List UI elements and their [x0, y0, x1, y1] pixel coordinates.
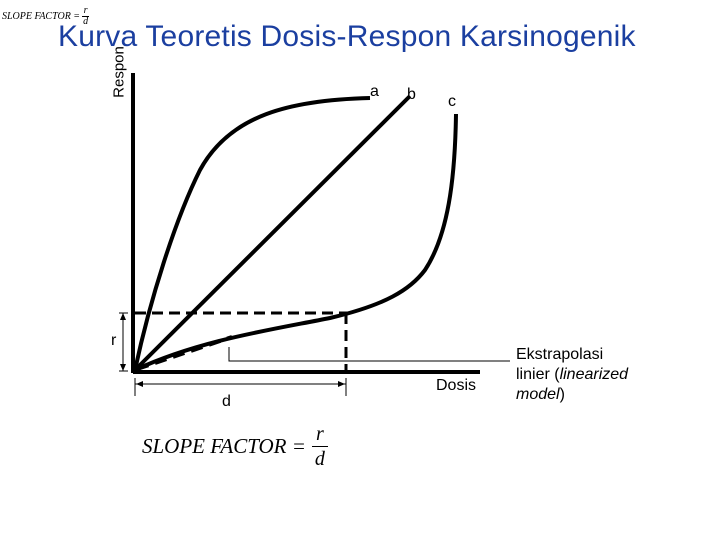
annotation-line-2-italic: linearized	[559, 366, 629, 383]
slope-formula-denominator: d	[311, 446, 328, 469]
annotation-line-3-suffix: )	[559, 386, 565, 403]
annotation-line-2-prefix: linier (	[516, 366, 560, 383]
curve-b-label: b	[407, 86, 416, 103]
slope-formula-text: SLOPE FACTOR =	[142, 434, 306, 458]
linear-extrapolation-line	[136, 335, 233, 371]
curve-c-label: c	[448, 93, 456, 110]
r-arrow-top-icon	[120, 313, 126, 320]
corner-formula-denominator: d	[82, 16, 90, 27]
corner-slope-formula: SLOPE FACTOR = r d	[2, 5, 90, 27]
r-label: r	[111, 332, 117, 349]
corner-formula-text: SLOPE FACTOR =	[2, 11, 81, 22]
annotation-line-3-italic: model	[516, 386, 560, 403]
slope-formula-numerator: r	[316, 423, 324, 445]
curve-a-label: a	[370, 83, 379, 100]
linear-extrapolation-annotation: Ekstrapolasi linier (linearized model)	[516, 345, 628, 405]
corner-formula-fraction: r d	[82, 5, 90, 27]
curve-b	[133, 94, 412, 372]
slope-formula-fraction: r d	[311, 423, 328, 469]
d-arrow-left-icon	[136, 381, 143, 387]
page-title: Kurva Teoretis Dosis-Respon Karsinogenik	[58, 20, 636, 53]
r-arrow-bottom-icon	[120, 364, 126, 371]
annotation-line-2: linier (linearized	[516, 365, 628, 385]
slope-factor-formula: SLOPE FACTOR = r d	[142, 424, 328, 469]
x-axis-label: Dosis	[436, 377, 477, 394]
curve-c	[134, 113, 458, 372]
d-arrow-right-icon	[338, 381, 345, 387]
d-label: d	[222, 393, 231, 410]
curve-a	[133, 96, 371, 371]
annotation-line-1: Ekstrapolasi	[516, 346, 604, 363]
corner-formula-numerator: r	[83, 5, 88, 16]
annotation-line-3: model)	[516, 385, 628, 405]
extrapolation-step-line	[228, 347, 509, 362]
